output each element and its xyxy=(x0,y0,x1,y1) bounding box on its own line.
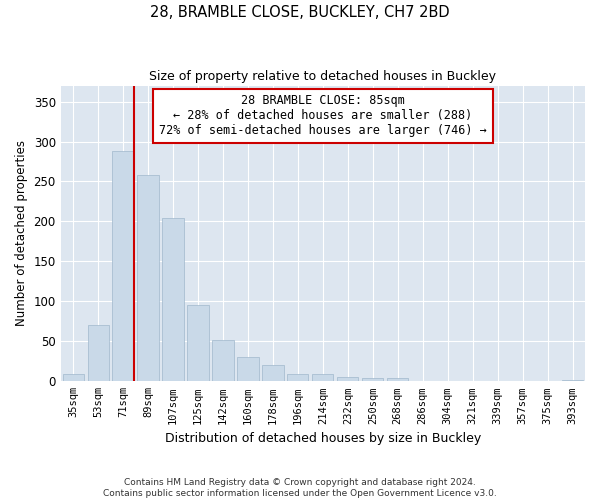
Bar xyxy=(62,374,84,382)
Text: Contains HM Land Registry data © Crown copyright and database right 2024.
Contai: Contains HM Land Registry data © Crown c… xyxy=(103,478,497,498)
Bar xyxy=(88,324,109,382)
Bar xyxy=(137,175,158,382)
Bar xyxy=(112,151,134,382)
Bar xyxy=(387,378,409,382)
Bar xyxy=(337,378,358,382)
Bar xyxy=(262,366,284,382)
Bar xyxy=(187,306,209,382)
X-axis label: Distribution of detached houses by size in Buckley: Distribution of detached houses by size … xyxy=(165,432,481,445)
Bar xyxy=(238,356,259,382)
Text: 28, BRAMBLE CLOSE, BUCKLEY, CH7 2BD: 28, BRAMBLE CLOSE, BUCKLEY, CH7 2BD xyxy=(150,5,450,20)
Bar xyxy=(287,374,308,382)
Bar xyxy=(212,340,233,382)
Y-axis label: Number of detached properties: Number of detached properties xyxy=(15,140,28,326)
Bar xyxy=(163,218,184,382)
Title: Size of property relative to detached houses in Buckley: Size of property relative to detached ho… xyxy=(149,70,496,83)
Bar xyxy=(562,380,583,382)
Bar xyxy=(362,378,383,382)
Text: 28 BRAMBLE CLOSE: 85sqm
← 28% of detached houses are smaller (288)
72% of semi-d: 28 BRAMBLE CLOSE: 85sqm ← 28% of detache… xyxy=(159,94,487,138)
Bar xyxy=(312,374,334,382)
